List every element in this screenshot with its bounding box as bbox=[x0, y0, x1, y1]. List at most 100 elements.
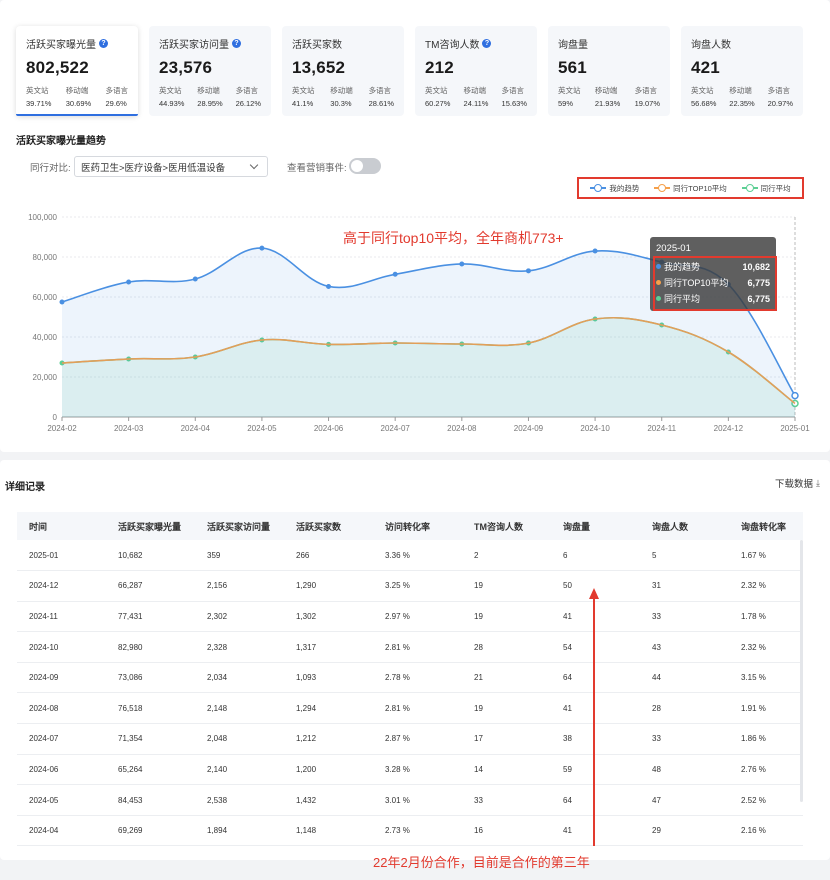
table-cell: 2.81 % bbox=[373, 631, 462, 663]
sub-value: 44.93% bbox=[159, 99, 185, 108]
table-cell: 5 bbox=[640, 540, 729, 572]
x-tick-label: 2024-05 bbox=[247, 424, 277, 433]
info-icon[interactable]: ? bbox=[232, 39, 241, 48]
toggle-knob bbox=[351, 160, 363, 172]
card-sub-metric: 英文站 59% bbox=[558, 85, 581, 108]
legend-marker-icon bbox=[590, 184, 607, 192]
table-cell: 73,086 bbox=[106, 662, 195, 694]
metric-card[interactable]: 活跃买家曝光量? 802,522 英文站 39.71% 移动端 30.69% 多语言 29.6… bbox=[16, 26, 138, 116]
card-sub-metric: 英文站 56.68% bbox=[691, 85, 716, 108]
tooltip-series-value: 10,682 bbox=[742, 261, 770, 272]
filter-label: 同行对比: bbox=[30, 163, 71, 174]
trend-chart[interactable]: 0 20,000 40,000 60,000 80,000 100,000 2024-02 2… bbox=[0, 205, 830, 440]
card-sub-metric: 移动端 21.93% bbox=[595, 85, 620, 108]
sub-label: 英文站 bbox=[26, 86, 49, 95]
table-row: 2024-04 69,269 1,894 1,148 2.73 % 16 41 29 2.16 … bbox=[17, 815, 803, 847]
table-cell: 28 bbox=[640, 692, 729, 725]
table-cell: 2 bbox=[462, 540, 551, 572]
table-cell: 31 bbox=[640, 570, 729, 602]
card-breakdown: 英文站 44.93% 移动端 28.95% 多语言 26.12% bbox=[159, 85, 261, 108]
sub-label: 英文站 bbox=[159, 86, 182, 95]
sub-label: 移动端 bbox=[330, 86, 353, 95]
y-tick-label: 40,000 bbox=[33, 333, 58, 342]
trend-title: 活跃买家曝光量趋势 bbox=[16, 136, 106, 147]
table-row: 2024-05 84,453 2,538 1,432 3.01 % 33 64 47 2.52 … bbox=[17, 784, 803, 816]
x-tick-label: 2024-12 bbox=[714, 424, 744, 433]
table-cell: 2.73 % bbox=[373, 815, 462, 847]
table-cell: 14 bbox=[462, 754, 551, 786]
trend-panel: 活跃买家曝光量? 802,522 英文站 39.71% 移动端 30.69% 多语言 29.6… bbox=[0, 0, 830, 452]
card-title: 询盘人数 bbox=[691, 36, 793, 51]
legend-item[interactable]: 我的趋势 bbox=[590, 183, 639, 194]
card-title-text: 活跃买家曝光量 bbox=[26, 40, 96, 51]
data-point bbox=[459, 261, 465, 267]
card-value: 561 bbox=[558, 58, 587, 77]
bottom-annotation: 22年2月份合作，目前是合作的第三年 bbox=[373, 855, 590, 870]
card-value: 13,652 bbox=[292, 58, 346, 77]
table-cell: 59 bbox=[551, 754, 640, 786]
detail-title: 详细记录 bbox=[5, 482, 45, 493]
data-point bbox=[259, 245, 265, 251]
table-cell: 71,354 bbox=[106, 723, 195, 755]
download-button[interactable]: 下载数据 ⤓ bbox=[775, 476, 820, 491]
table-cell: 82,980 bbox=[106, 631, 195, 663]
table-cell: 2.76 % bbox=[729, 754, 803, 786]
table-cell: 2.16 % bbox=[729, 815, 803, 847]
table-cell: 41 bbox=[551, 692, 640, 725]
tooltip-series-name: 我的趋势 bbox=[664, 262, 701, 272]
info-icon[interactable]: ? bbox=[482, 39, 492, 48]
sub-value: 28.95% bbox=[197, 99, 223, 108]
sub-value: 56.68% bbox=[691, 99, 717, 108]
chart-tooltip: 2025-01 我的趋势 10,682 同行TOP10平均 6,775 同行平均 6,77… bbox=[650, 237, 776, 311]
sub-label: 移动端 bbox=[65, 86, 89, 95]
card-title: TM咨询人数? bbox=[425, 36, 527, 51]
table-cell: 1,212 bbox=[284, 723, 373, 755]
detail-table: 时间 活跃买家曝光量 活跃买家访问量 活跃买家数 访问转化率 TM咨询人数 询盘量 询盘人数询… bbox=[17, 512, 803, 847]
x-tick-label: 2024-03 bbox=[114, 424, 144, 433]
table-cell: 1,302 bbox=[284, 601, 373, 633]
metric-card[interactable]: 询盘人数 421 英文站 56.68% 移动端 22.35% 多语言 20.97% bbox=[681, 26, 803, 116]
tooltip-rows: 我的趋势 10,682 同行TOP10平均 6,775 同行平均 6,775 bbox=[656, 260, 770, 305]
metric-card[interactable]: 活跃买家数 13,652 英文站 41.1% 移动端 30.3% 多语言 28.61% bbox=[282, 26, 404, 116]
table-scrollbar[interactable] bbox=[800, 540, 803, 802]
table-cell: 1,317 bbox=[284, 631, 373, 663]
card-value: 802,522 bbox=[26, 58, 89, 77]
table-cell: 2.32 % bbox=[729, 570, 803, 602]
table-cell: 48 bbox=[640, 754, 729, 786]
y-tick-label: 100,000 bbox=[28, 213, 57, 222]
sub-value: 41.1% bbox=[292, 99, 314, 108]
card-value: 421 bbox=[691, 58, 720, 77]
sub-value: 22.35% bbox=[729, 99, 755, 108]
sub-value: 20.97% bbox=[767, 99, 793, 108]
table-cell: 1.86 % bbox=[729, 723, 803, 755]
card-breakdown: 英文站 60.27% 移动端 24.11% 多语言 15.63% bbox=[425, 85, 527, 108]
card-title-text: 活跃买家访问量 bbox=[159, 40, 229, 51]
download-icon: ⤓ bbox=[816, 477, 820, 488]
table-cell: 21 bbox=[462, 662, 551, 694]
tooltip-series-value: 6,775 bbox=[747, 277, 770, 288]
x-tick-label: 2024-04 bbox=[181, 424, 211, 433]
table-cell: 43 bbox=[640, 631, 729, 663]
column-header: 活跃买家曝光量 bbox=[106, 512, 195, 540]
table-cell: 2024-10 bbox=[17, 631, 106, 663]
info-icon[interactable]: ? bbox=[99, 39, 108, 48]
card-value: 212 bbox=[425, 58, 454, 77]
metric-card[interactable]: TM咨询人数? 212 英文站 60.27% 移动端 24.11% 多语言 15.63% bbox=[415, 26, 537, 116]
legend-item[interactable]: 同行平均 bbox=[741, 183, 791, 194]
table-cell: 69,269 bbox=[106, 815, 195, 847]
x-tick-label: 2024-07 bbox=[381, 424, 411, 433]
sub-value: 28.61% bbox=[368, 99, 394, 108]
sub-value: 39.71% bbox=[26, 99, 52, 108]
industry-select[interactable]: 医药卫生>医疗设备>医用低温设备 bbox=[74, 156, 268, 177]
metric-cards: 活跃买家曝光量? 802,522 英文站 39.71% 移动端 30.69% 多语言 29.6… bbox=[16, 26, 803, 116]
table-cell: 2.78 % bbox=[373, 662, 462, 694]
card-sub-metric: 多语言 29.6% bbox=[106, 85, 129, 108]
metric-card[interactable]: 活跃买家访问量? 23,576 英文站 44.93% 移动端 28.95% 多语言 26.12… bbox=[149, 26, 271, 116]
annotation-arrow bbox=[589, 588, 599, 846]
legend-label: 同行TOP10平均 bbox=[673, 183, 727, 193]
legend-item[interactable]: 同行TOP10平均 bbox=[654, 183, 727, 194]
metric-card[interactable]: 询盘量 561 英文站 59% 移动端 21.93% 多语言 19.07% bbox=[548, 26, 670, 116]
column-header: 访问转化率 bbox=[373, 512, 462, 540]
marketing-event-toggle[interactable] bbox=[349, 158, 381, 174]
table-cell: 19 bbox=[462, 570, 551, 602]
